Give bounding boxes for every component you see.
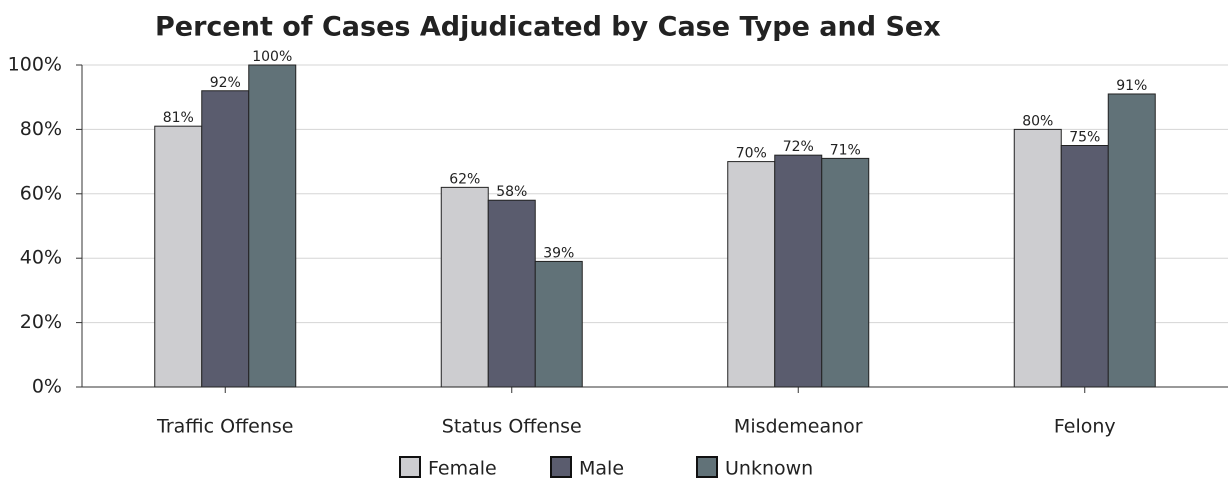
x-tick-label: Traffic Offense: [156, 416, 294, 438]
bar: [727, 161, 776, 388]
bar: [154, 125, 203, 388]
value-label: 62%: [449, 171, 480, 187]
value-label: 39%: [543, 245, 574, 261]
x-tick-label: Misdemeanor: [734, 416, 863, 438]
x-tick-label: Status Offense: [442, 416, 582, 438]
bar: [534, 260, 583, 388]
legend-label: Male: [579, 458, 624, 480]
legend-label: Unknown: [725, 458, 813, 480]
legend-swatch: [696, 456, 718, 478]
value-label: 81%: [163, 110, 194, 126]
value-label: 92%: [210, 75, 241, 91]
bar: [1107, 93, 1156, 388]
value-label: 75%: [1069, 130, 1100, 146]
y-tick-label: 80%: [20, 118, 62, 140]
bar: [248, 64, 297, 388]
value-label: 70%: [736, 146, 767, 162]
bar: [487, 199, 536, 388]
legend-label: Female: [428, 458, 497, 480]
value-label: 80%: [1022, 113, 1053, 129]
legend-swatch: [550, 456, 572, 478]
bar: [821, 157, 870, 388]
value-label: 91%: [1116, 78, 1147, 94]
bar: [1060, 145, 1109, 388]
bar: [774, 154, 823, 388]
y-tick-label: 100%: [8, 54, 62, 76]
value-label: 100%: [252, 49, 292, 65]
bar: [201, 90, 250, 388]
bar: [1013, 128, 1062, 388]
y-tick-label: 40%: [20, 247, 62, 269]
y-tick-label: 60%: [20, 182, 62, 204]
value-label: 58%: [496, 184, 527, 200]
y-tick-label: 20%: [20, 311, 62, 333]
y-tick-label: 0%: [32, 376, 62, 398]
bar: [440, 186, 489, 388]
value-label: 72%: [783, 139, 814, 155]
x-tick-label: Felony: [1054, 416, 1116, 438]
legend-swatch: [399, 456, 421, 478]
chart-title: Percent of Cases Adjudicated by Case Typ…: [155, 12, 941, 43]
value-label: 71%: [830, 142, 861, 158]
